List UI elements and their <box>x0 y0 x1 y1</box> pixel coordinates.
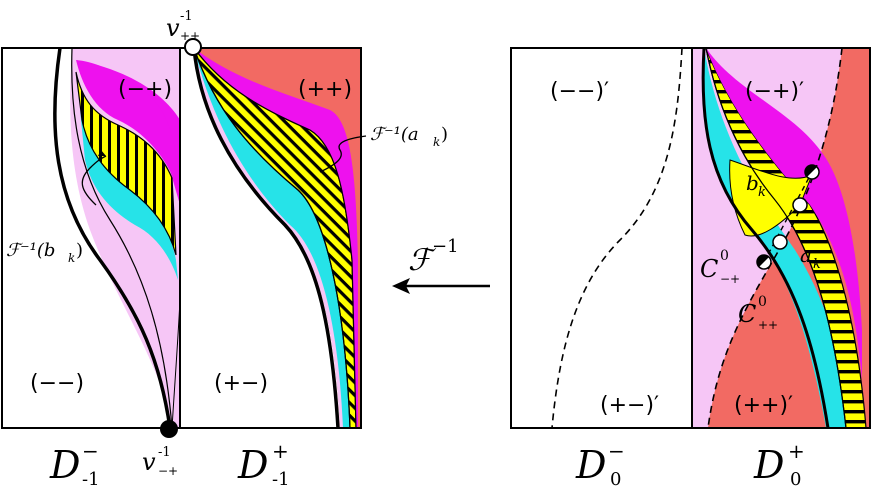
svg-text:D: D <box>753 443 784 487</box>
right-figure: (−−)′ (−+)′ (+−)′ (++)′ b k a k C 0 −+ C… <box>510 47 871 489</box>
svg-text:0: 0 <box>790 469 801 489</box>
svg-text:k: k <box>433 135 440 149</box>
svg-text:k: k <box>813 257 821 272</box>
point-v-plusplus <box>184 38 202 56</box>
frame-d-minus1-plus <box>179 47 362 429</box>
boundary-curve-right <box>192 47 340 429</box>
svg-text:k: k <box>758 185 766 200</box>
point-c-minusplus <box>756 254 772 270</box>
band-hatched-left <box>75 71 177 256</box>
label-d-minus1-minus: D − -1 <box>49 439 100 489</box>
svg-text:a: a <box>800 243 812 267</box>
svg-text:+: + <box>272 439 289 463</box>
svg-text:v: v <box>166 14 180 42</box>
svg-text:D: D <box>49 443 80 487</box>
svg-text:0: 0 <box>720 248 729 264</box>
svg-text:ℱ⁻¹(b: ℱ⁻¹(b <box>6 240 55 261</box>
svg-text:++: ++ <box>180 29 200 43</box>
svg-text:D: D <box>575 443 606 487</box>
left-figure: (−+) (++) (−−) (+−) v -1 ++ v -1 −+ ℱ⁻¹(… <box>1 9 448 489</box>
svg-text:-1: -1 <box>158 445 171 460</box>
region-white-plus-minus-left <box>180 48 340 428</box>
svg-text:b: b <box>746 171 759 195</box>
point-c-plusplus <box>772 234 788 250</box>
point-b-k <box>804 164 820 180</box>
svg-text:−+: −+ <box>158 464 178 478</box>
region-label-plus-minus-prime: (+−)′ <box>600 393 659 418</box>
svg-text:ℱ⁻¹(a: ℱ⁻¹(a <box>370 124 419 145</box>
band-cyan-left <box>80 110 178 280</box>
label-b-k: b k <box>746 171 766 200</box>
region-label-minus-plus: (−+) <box>118 77 172 102</box>
svg-text:-1: -1 <box>272 469 290 489</box>
svg-text:C: C <box>700 255 718 283</box>
region-label-minus-plus-prime: (−+)′ <box>745 79 804 104</box>
point-v-minusplus <box>160 420 178 438</box>
svg-text:-1: -1 <box>82 469 100 489</box>
label-bottom-point: v -1 −+ <box>142 445 178 478</box>
svg-text:C: C <box>738 300 756 328</box>
label-f-inverse-a: ℱ⁻¹(a k ) <box>370 124 448 149</box>
svg-text:−+: −+ <box>720 272 740 286</box>
label-c-plusplus: C 0 ++ <box>738 294 778 332</box>
region-label-plus-minus: (+−) <box>214 371 268 396</box>
label-c-minusplus: C 0 −+ <box>700 248 740 286</box>
label-top-point: v -1 ++ <box>166 9 200 43</box>
svg-text:−1: −1 <box>432 236 459 257</box>
inner-curve-left <box>71 47 173 429</box>
svg-text:−: − <box>82 439 99 463</box>
panel-d0-minus <box>511 48 692 428</box>
label-f-inverse-b: ℱ⁻¹(b k ) <box>6 240 83 265</box>
boundary-curve-d0plus <box>701 47 830 429</box>
svg-text:): ) <box>76 240 83 261</box>
dashed-curve-d0-minus <box>551 47 683 429</box>
dashed-curve-d0-plus <box>707 47 843 429</box>
svg-text:+: + <box>788 439 805 463</box>
svg-text:++: ++ <box>758 318 778 332</box>
region-label-plus-plus-prime: (++)′ <box>734 393 793 418</box>
band-magenta-d0plus <box>706 48 862 380</box>
band-cyan-right <box>194 48 350 428</box>
svg-text:-1: -1 <box>180 9 193 24</box>
region-label-minus-minus: (−−) <box>30 371 84 396</box>
label-d0-minus: D − 0 <box>575 439 625 489</box>
point-a-k <box>792 197 808 213</box>
svg-text:0: 0 <box>610 469 621 489</box>
label-d-minus1-plus: D + -1 <box>237 439 290 489</box>
label-a-k: a k <box>800 243 821 272</box>
svg-text:): ) <box>441 124 448 145</box>
region-label-plus-plus: (++) <box>298 77 352 102</box>
svg-text:−: − <box>608 439 625 463</box>
band-magenta-left-2 <box>76 60 178 175</box>
boundary-curve-left <box>53 47 172 429</box>
label-d0-plus: D + 0 <box>753 439 805 489</box>
svg-text:k: k <box>68 251 75 265</box>
region-label-minus-minus-prime: (−−)′ <box>550 79 609 104</box>
svg-text:v: v <box>142 448 156 476</box>
svg-text:0: 0 <box>758 294 767 310</box>
band-magenta-left <box>76 60 180 205</box>
svg-text:D: D <box>237 443 268 487</box>
arrow-f-inverse: ℱ −1 <box>392 236 490 294</box>
